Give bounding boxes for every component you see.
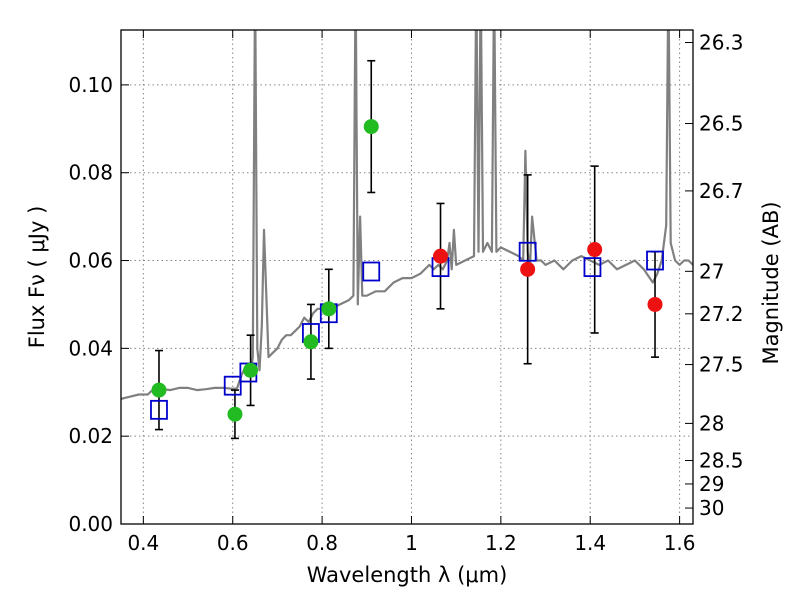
x-tick-label: 1.4	[574, 531, 606, 555]
mag-tick-label: 28	[699, 411, 724, 435]
y-tick-label: 0.08	[68, 161, 113, 185]
y-tick-label: 0.00	[68, 512, 113, 536]
axis-ticks	[121, 30, 693, 525]
green-data-point	[151, 382, 167, 398]
green-data-point	[243, 362, 259, 378]
green-data-point	[227, 406, 243, 422]
green-data-point	[321, 301, 337, 317]
model-square-point	[518, 241, 537, 262]
mag-tick-label: 26.3	[699, 31, 744, 55]
x-tick-label: 0.6	[217, 531, 249, 555]
x-tick-label: 0.8	[306, 531, 338, 555]
model-square-point	[223, 375, 242, 396]
model-square-point	[362, 261, 381, 282]
y-tick-label: 0.02	[68, 424, 113, 448]
spectrum-line	[121, 30, 693, 400]
red-data-point	[433, 248, 449, 264]
x-tick-label: 1.2	[485, 531, 517, 555]
x-tick-label: 1	[405, 531, 418, 555]
red-data-point	[587, 242, 603, 258]
y2-axis-label: Magnitude (AB)	[759, 201, 783, 364]
plot-frame	[120, 29, 694, 525]
mag-tick-label: 27.5	[699, 353, 744, 377]
y-tick-label: 0.10	[68, 73, 113, 97]
mag-tick-label: 30	[699, 496, 724, 520]
x-axis-label: Wavelength λ (μm)	[307, 563, 508, 587]
mag-tick-label: 29	[699, 472, 724, 496]
mag-tick-label: 26.7	[699, 179, 744, 203]
plot-area	[121, 30, 693, 440]
mag-tick-label: 28.5	[699, 449, 744, 473]
model-square-point	[646, 250, 664, 271]
red-data-point	[647, 296, 663, 312]
model-square-point	[583, 257, 602, 278]
y-tick-label: 0.04	[68, 336, 113, 360]
model-square-point	[150, 399, 168, 420]
green-data-point	[363, 119, 379, 135]
tick-labels: 0.4 0.6 0.8 1 1.2 1.4 1.6 0.00 0.02 0.04 0.06 0.08 0…	[68, 31, 743, 555]
red-data-point	[520, 261, 536, 277]
y-tick-label: 0.06	[68, 249, 113, 273]
y-axis-label: Flux Fν ( μJy )	[25, 206, 49, 349]
green-data-point	[303, 334, 319, 350]
x-tick-label: 0.4	[127, 531, 159, 555]
x-tick-label: 1.6	[664, 531, 696, 555]
mag-tick-label: 26.5	[699, 112, 744, 136]
mag-tick-label: 27.2	[699, 302, 744, 326]
mag-tick-label: 27	[699, 259, 724, 283]
